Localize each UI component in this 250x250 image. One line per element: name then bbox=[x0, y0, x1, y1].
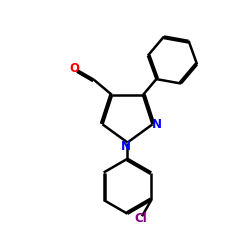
Text: N: N bbox=[121, 140, 131, 153]
Text: Cl: Cl bbox=[134, 212, 147, 225]
Text: N: N bbox=[152, 118, 162, 131]
Text: O: O bbox=[70, 62, 80, 75]
